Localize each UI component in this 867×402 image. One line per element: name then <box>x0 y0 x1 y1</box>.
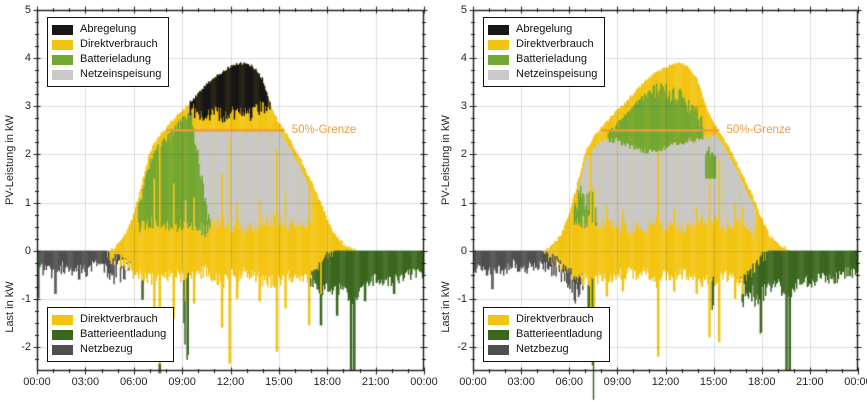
x-tick-label: 12:00 <box>651 376 680 388</box>
legend-lower: Direktverbrauch Batterieentladung Netzbezu… <box>483 307 611 362</box>
y-tick-label: 3 <box>24 100 31 113</box>
legend-lower: Direktverbrauch Batterieentladung Netzbezu… <box>47 307 175 362</box>
legend-swatch <box>488 344 509 355</box>
x-tick-label: 18:00 <box>313 376 342 388</box>
y-tick-label: 0 <box>24 244 31 257</box>
legend-label: Netzbezug <box>516 343 569 355</box>
legend-item-batterieladung: Batterieladung <box>488 52 597 67</box>
y-tick-label: 5 <box>24 4 31 16</box>
legend-swatch <box>52 39 73 50</box>
legend-label: Abregelung <box>516 23 573 35</box>
y-tick-label: 4 <box>24 52 31 65</box>
legend-swatch <box>52 314 73 325</box>
grenze-annotation-left: 50%-Grenze <box>291 124 357 137</box>
x-tick-label: 06:00 <box>119 376 148 388</box>
legend-swatch <box>488 329 509 340</box>
y-axis-label-last-left: Last in kW <box>4 281 16 333</box>
legend-item-batterieentladung: Batterieentladung <box>488 327 602 342</box>
legend-item-netzeinspeisung: Netzeinspeisung <box>488 67 597 82</box>
y-tick-label: -1 <box>457 292 467 305</box>
x-tick-label: 00:00 <box>459 376 487 388</box>
y-tick-label: -2 <box>457 340 467 353</box>
y-tick-label: 2 <box>24 148 31 161</box>
x-tick-label: 15:00 <box>699 376 728 388</box>
legend-swatch <box>488 314 509 325</box>
y-tick-label: 3 <box>460 100 467 113</box>
legend-item-direktverbrauch: Direktverbrauch <box>488 312 602 327</box>
y-tick-label: 0 <box>460 244 467 257</box>
legend-swatch <box>488 54 509 65</box>
legend-label: Netzeinspeisung <box>80 68 162 80</box>
x-tick-label: 15:00 <box>265 376 293 388</box>
x-tick-label: 00:00 <box>410 376 438 388</box>
legend-item-abregelung: Abregelung <box>52 22 161 37</box>
legend-label: Abregelung <box>80 23 137 35</box>
y-tick-label: 1 <box>460 196 467 209</box>
legend-item-netzbezug: Netzbezug <box>52 342 166 357</box>
x-tick-label: 21:00 <box>361 376 390 388</box>
x-tick-label: 00:00 <box>23 376 51 388</box>
x-tick-label: 09:00 <box>168 376 196 388</box>
y-tick-label: -1 <box>21 292 31 305</box>
legend-swatch <box>488 39 509 50</box>
legend-label: Direktverbrauch <box>516 38 594 50</box>
legend-item-batterieladung: Batterieladung <box>52 52 161 67</box>
legend-item-direktverbrauch: Direktverbrauch <box>52 312 166 327</box>
legend-swatch <box>52 344 73 355</box>
x-tick-label: 00:00 <box>844 376 867 388</box>
x-tick-label: 03:00 <box>71 376 100 388</box>
legend-label: Direktverbrauch <box>516 313 594 325</box>
y-axis-label-last-right: Last in kW <box>440 281 452 333</box>
legend-swatch <box>488 69 509 80</box>
legend-swatch <box>52 329 73 340</box>
legend-swatch <box>52 24 73 35</box>
x-tick-label: 03:00 <box>507 376 535 388</box>
legend-label: Batterieentladung <box>80 328 167 340</box>
y-tick-label: 5 <box>460 4 467 16</box>
legend-item-netzbezug: Netzbezug <box>488 342 602 357</box>
x-tick-label: 09:00 <box>603 376 632 388</box>
x-tick-label: 06:00 <box>555 376 584 388</box>
legend-label: Batterieentladung <box>516 328 603 340</box>
y-tick-label: -2 <box>21 340 31 353</box>
legend-label: Direktverbrauch <box>80 313 158 325</box>
legend-label: Netzbezug <box>80 343 133 355</box>
legend-swatch <box>52 69 73 80</box>
legend-item-direktverbrauch: Direktverbrauch <box>52 37 161 52</box>
legend-label: Batterieladung <box>80 53 151 65</box>
legend-label: Batterieladung <box>516 53 587 65</box>
x-tick-label: 12:00 <box>216 376 245 388</box>
legend-item-batterieentladung: Batterieentladung <box>52 327 166 342</box>
x-tick-label: 18:00 <box>747 376 776 388</box>
x-tick-label: 21:00 <box>796 376 824 388</box>
legend-upper: Abregelung Direktverbrauch Batterieladung N… <box>483 17 606 87</box>
legend-swatch <box>52 54 73 65</box>
legend-item-direktverbrauch: Direktverbrauch <box>488 37 597 52</box>
legend-label: Netzeinspeisung <box>516 68 598 80</box>
legend-swatch <box>488 24 509 35</box>
legend-label: Direktverbrauch <box>80 38 158 50</box>
y-tick-label: 1 <box>24 196 31 209</box>
legend-item-netzeinspeisung: Netzeinspeisung <box>52 67 161 82</box>
legend-item-abregelung: Abregelung <box>488 22 597 37</box>
y-tick-label: 4 <box>460 52 467 65</box>
grenze-annotation-right: 50%-Grenze <box>726 124 792 137</box>
y-tick-label: 2 <box>460 148 467 161</box>
legend-upper: Abregelung Direktverbrauch Batterieladung N… <box>47 17 170 87</box>
